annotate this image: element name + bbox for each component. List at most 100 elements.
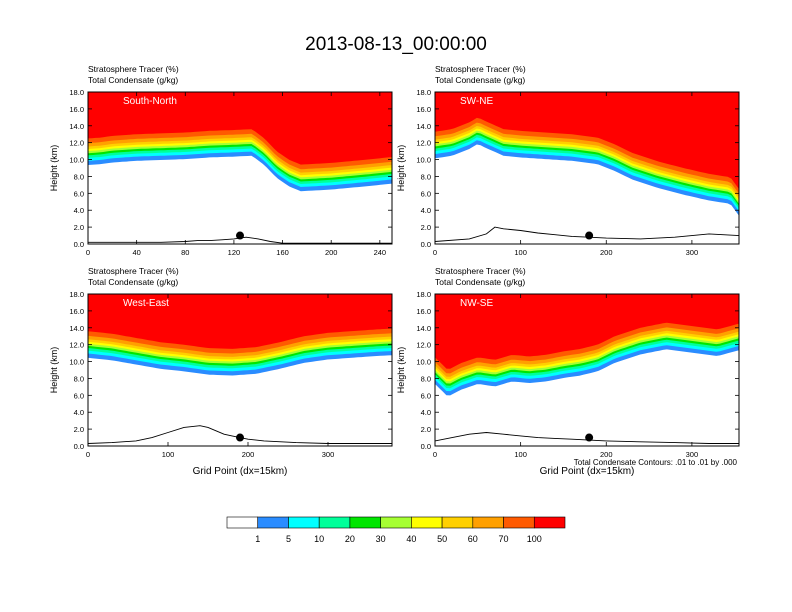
y-tick-label: 14.0 (69, 122, 84, 131)
y-tick-label: 10.0 (416, 358, 431, 367)
y-tick-label: 0.0 (74, 442, 84, 451)
plot-frame (87, 293, 393, 447)
panel-1: 0.0 2.0 4.0 6.0 8.0 10.0 12.0 14.0 16.0 18.0 0 40 80… (49, 64, 393, 257)
y-tick-label: 12.0 (416, 341, 431, 350)
colorbar-swatch (226, 516, 259, 529)
panel-subtitle-tracer: Stratosphere Tracer (%) (88, 64, 179, 74)
y-tick-label: 4.0 (421, 408, 431, 417)
panel-region-label: South-North (123, 96, 177, 107)
colorbar-label: 30 (376, 534, 386, 544)
tracer-field (435, 294, 739, 446)
y-axis-label: Height (km) (49, 145, 59, 192)
y-tick-label: 18.0 (416, 88, 431, 97)
y-tick-label: 6.0 (421, 189, 431, 198)
y-tick-label: 8.0 (421, 172, 431, 181)
colorbar-label: 60 (468, 534, 478, 544)
y-tick-label: 2.0 (421, 223, 431, 232)
y-tick-label: 6.0 (74, 391, 84, 400)
y-tick-label: 4.0 (74, 408, 84, 417)
x-tick-label: 160 (276, 248, 289, 257)
panel-subtitle-condensate: Total Condensate (g/kg) (88, 277, 178, 287)
x-tick-label: 300 (686, 248, 699, 257)
y-tick-label: 10.0 (69, 156, 84, 165)
panel-region-label: NW-SE (460, 298, 493, 309)
terrain-line (88, 425, 392, 444)
x-tick-label: 100 (162, 450, 175, 459)
x-tick-label: 120 (228, 248, 241, 257)
panel-4: 0.0 2.0 4.0 6.0 8.0 10.0 12.0 14.0 16.0 18.0 0 100 2… (396, 266, 740, 477)
y-tick-label: 14.0 (69, 324, 84, 333)
y-tick-label: 12.0 (69, 341, 84, 350)
y-axis-label: Height (km) (396, 145, 406, 192)
colorbar-label: 100 (527, 534, 542, 544)
x-tick-label: 200 (242, 450, 255, 459)
tracer-band-10 (88, 92, 392, 165)
panel-region-label: West-East (123, 298, 169, 309)
contour-note: Total Condensate Contours: .01 to .01 by… (574, 458, 738, 467)
terrain-line (435, 432, 739, 444)
x-tick-label: 0 (433, 248, 437, 257)
panel-subtitle-condensate: Total Condensate (g/kg) (435, 75, 525, 85)
y-tick-label: 0.0 (421, 442, 431, 451)
colorbar-label: 50 (437, 534, 447, 544)
x-tick-label: 300 (686, 450, 699, 459)
y-tick-label: 12.0 (69, 139, 84, 148)
terrain-line (435, 226, 739, 242)
tracer-band-10 (435, 92, 739, 190)
y-tick-label: 14.0 (416, 324, 431, 333)
y-tick-label: 2.0 (421, 425, 431, 434)
y-tick-label: 0.0 (74, 240, 84, 249)
figure-title: 2013-08-13_00:00:00 (305, 34, 487, 55)
colorbar-label: 40 (406, 534, 416, 544)
colorbar-label: 5 (286, 534, 291, 544)
y-tick-label: 18.0 (416, 290, 431, 299)
y-tick-label: 16.0 (416, 307, 431, 316)
tracer-field (88, 92, 392, 244)
y-tick-label: 2.0 (74, 425, 84, 434)
x-axis-label: Grid Point (dx=15km) (540, 466, 635, 477)
y-tick-label: 16.0 (69, 105, 84, 114)
location-marker (236, 231, 244, 240)
y-tick-label: 10.0 (69, 358, 84, 367)
colorbar-label: 70 (499, 534, 509, 544)
y-tick-label: 16.0 (69, 307, 84, 316)
y-tick-label: 8.0 (74, 374, 84, 383)
x-tick-label: 40 (132, 248, 140, 257)
colorbar-swatch (411, 516, 443, 529)
x-tick-label: 80 (181, 248, 189, 257)
y-axis-label: Height (km) (396, 347, 406, 394)
tracer-band-10 (435, 294, 739, 369)
x-tick-label: 0 (433, 450, 437, 459)
y-tick-label: 16.0 (416, 105, 431, 114)
plot-frame (87, 91, 393, 245)
x-tick-label: 100 (514, 248, 527, 257)
x-tick-label: 100 (514, 450, 527, 459)
colorbar-label: 1 (255, 534, 260, 544)
colorbar-swatch (257, 516, 289, 529)
x-tick-label: 200 (325, 248, 338, 257)
y-tick-label: 18.0 (69, 290, 84, 299)
panels: 0.0 2.0 4.0 6.0 8.0 10.0 12.0 14.0 16.0 18.0 0 40 80… (49, 64, 740, 477)
panel-subtitle-tracer: Stratosphere Tracer (%) (435, 266, 526, 276)
y-tick-label: 6.0 (421, 391, 431, 400)
x-tick-label: 200 (600, 248, 613, 257)
y-axis-label: Height (km) (49, 347, 59, 394)
colorbar: 1 5 10 20 30 40 50 60 70 100 (226, 516, 566, 544)
location-marker (236, 433, 244, 442)
colorbar-label: 20 (345, 534, 355, 544)
panel-subtitle-tracer: Stratosphere Tracer (%) (435, 64, 526, 74)
plot-frame (434, 91, 740, 245)
tracer-field (435, 92, 739, 244)
colorbar-swatch (472, 516, 504, 529)
y-tick-label: 18.0 (69, 88, 84, 97)
plot-frame (434, 293, 740, 447)
colorbar-swatch (503, 516, 535, 529)
y-tick-label: 0.0 (421, 240, 431, 249)
location-marker (585, 433, 594, 442)
colorbar-swatch (380, 516, 412, 529)
colorbar-label: 10 (314, 534, 324, 544)
location-marker (585, 231, 594, 240)
terrain-line (88, 236, 392, 244)
y-tick-label: 6.0 (74, 189, 84, 198)
